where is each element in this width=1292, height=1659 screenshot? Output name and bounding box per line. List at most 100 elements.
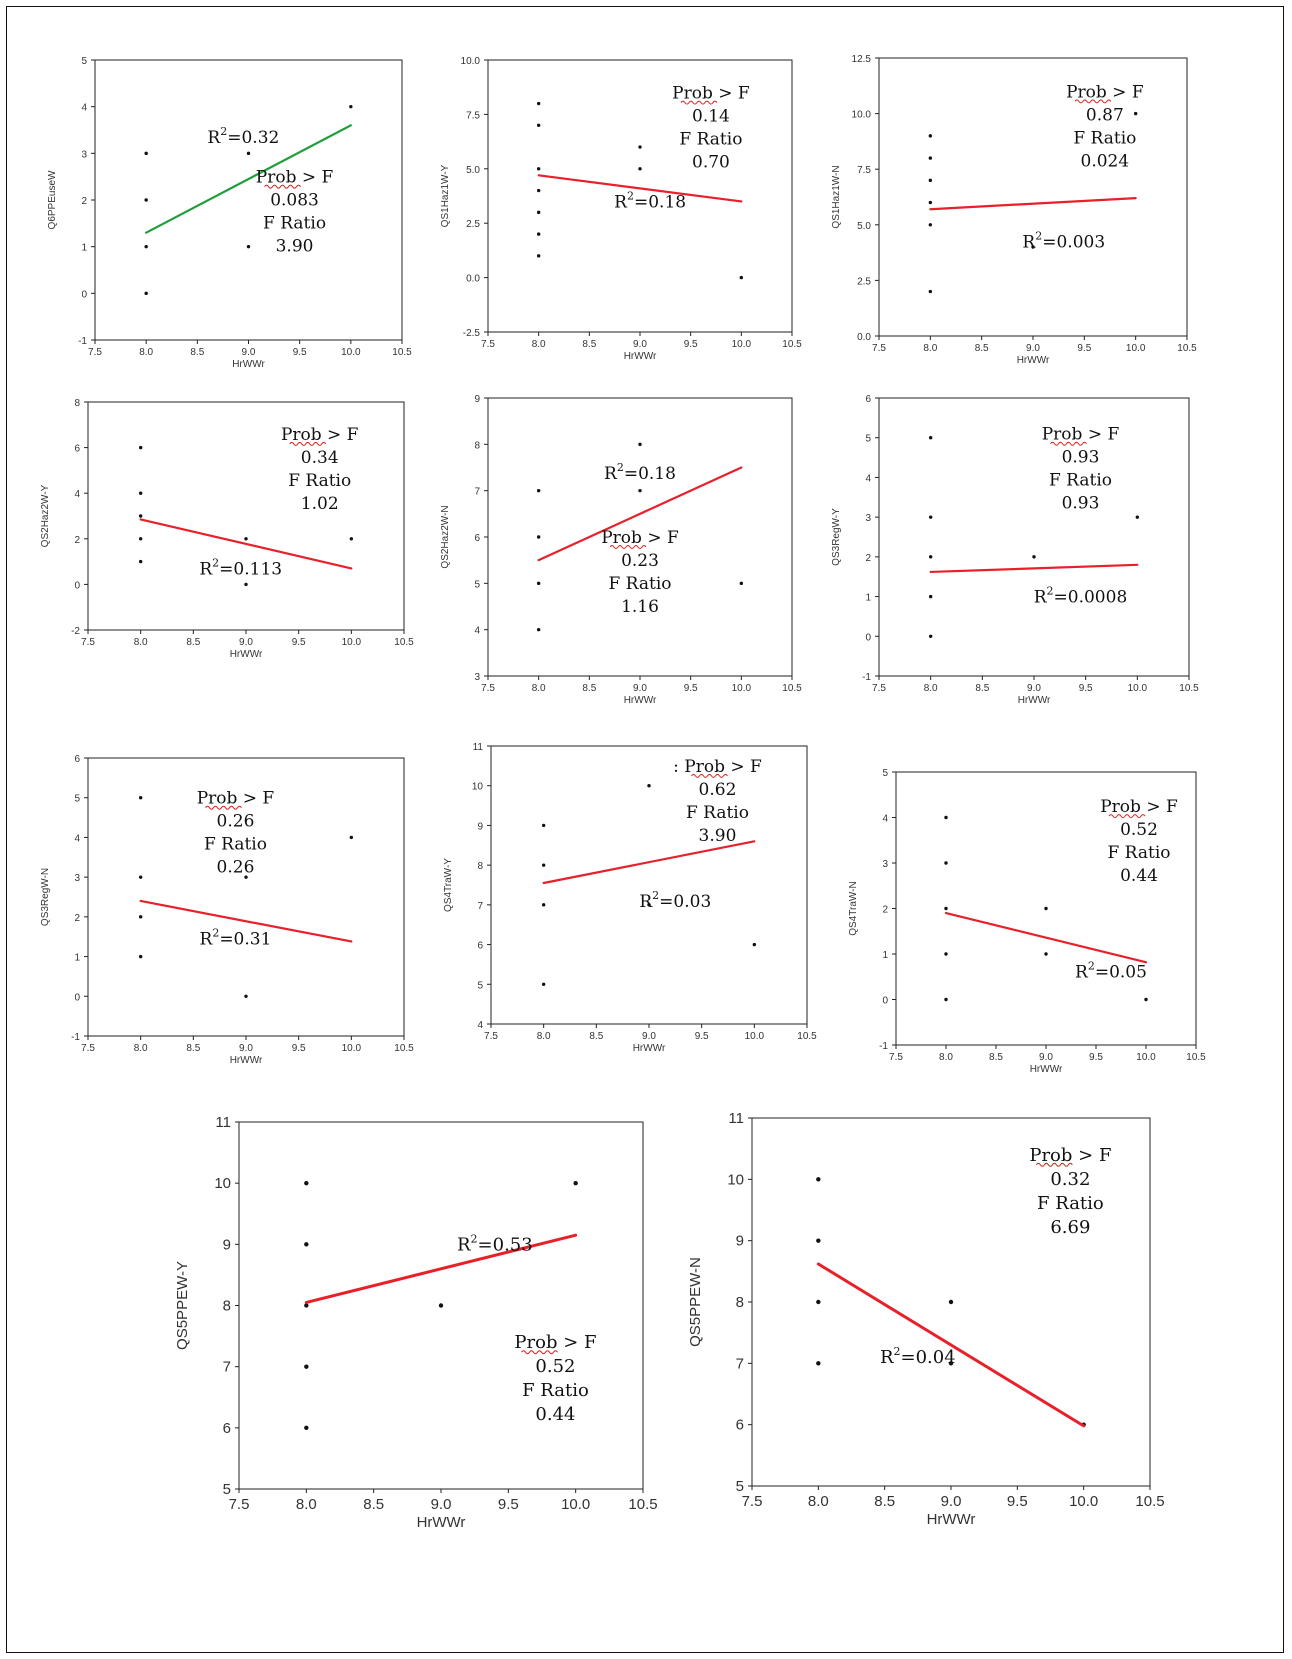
data-point	[1144, 997, 1148, 1002]
r-squared-label: R2=0.53	[457, 1232, 533, 1255]
x-tick-label: 9.0	[642, 1031, 656, 1042]
y-tick-label: 5	[74, 794, 80, 805]
data-point	[541, 823, 546, 828]
prob-f-label: Prob > F	[1066, 82, 1144, 102]
x-tick-label: 7.5	[81, 1043, 95, 1054]
y-tick-label: 2	[81, 196, 87, 207]
x-tick-label: 10.0	[1126, 343, 1146, 354]
data-point	[928, 594, 933, 599]
f-ratio-value: 0.26	[217, 858, 255, 878]
data-point	[244, 537, 248, 541]
x-tick-label: 8.5	[190, 347, 204, 358]
y-tick-label: 8	[477, 861, 483, 872]
r-squared-exponent: 2	[212, 927, 219, 940]
data-point	[928, 515, 933, 519]
data-point	[541, 982, 546, 986]
y-axis-label: QS5PPEW-Y	[174, 1261, 191, 1350]
prob-f-label: Prob > F	[514, 1332, 596, 1353]
scatter-chart-2: 7.5 8.0 8.5 9.0 9.5 10.0 10.5 -2.5 0.0 2.5 5.0 7.5 1…	[440, 56, 802, 362]
y-axis-label: QS4TraW-N	[848, 881, 859, 935]
x-tick-label: 9.5	[684, 683, 698, 694]
y-tick-label: 5	[474, 579, 480, 590]
f-ratio-label: F Ratio	[686, 803, 749, 823]
r-squared-label: R2=0.04	[880, 1345, 956, 1368]
y-tick-label: 7	[474, 487, 480, 498]
r-squared-exponent: 2	[627, 189, 634, 202]
data-point	[638, 488, 642, 493]
data-point	[536, 101, 541, 106]
r-squared-exponent: 2	[1047, 585, 1054, 598]
prob-f-value: 0.083	[270, 191, 319, 211]
data-point	[536, 535, 541, 539]
y-tick-label: 3	[882, 859, 888, 870]
prob-f-value: 0.52	[1120, 820, 1158, 840]
data-point	[928, 200, 933, 205]
prob-f-text: Prob > F	[672, 84, 750, 104]
y-tick-label: 11	[728, 1110, 744, 1127]
figure-frame	[6, 6, 1284, 1653]
data-point	[1031, 245, 1035, 249]
x-tick-label: 10.0	[732, 683, 752, 694]
y-tick-label: 4	[81, 103, 87, 114]
y-tick-label: 3	[865, 513, 871, 524]
data-point	[138, 445, 143, 450]
r-squared-exponent: 2	[1035, 229, 1042, 242]
data-point	[816, 1299, 821, 1305]
spellcheck-underline	[1050, 441, 1087, 446]
data-point	[573, 1180, 578, 1186]
fit-line	[537, 174, 743, 203]
spellcheck-underline	[1074, 99, 1112, 104]
y-tick-label: 5	[865, 434, 871, 445]
scatter-chart-9: 7.5 8.0 8.5 9.0 9.5 10.0 10.5 -1 0 1 2 3 4 5 HrWWr QS4T…	[848, 768, 1206, 1075]
data-point	[349, 835, 354, 840]
r-squared-symbol: R	[199, 559, 213, 579]
data-point	[244, 582, 248, 587]
prob-f-label: Prob > F	[1042, 425, 1120, 445]
x-tick-label: 8.5	[989, 1052, 1003, 1063]
data-point	[144, 198, 148, 202]
y-tick-label: 2	[74, 535, 80, 546]
y-tick-label: 4	[74, 489, 80, 500]
data-point	[244, 994, 248, 998]
spellcheck-underline	[680, 100, 718, 105]
r-squared-exponent: 2	[471, 1232, 478, 1245]
f-ratio-label: F Ratio	[1037, 1193, 1104, 1214]
plot-area	[878, 397, 1190, 677]
x-tick-label: 10.0	[342, 1043, 362, 1054]
spellcheck-underline	[609, 545, 647, 549]
x-tick-label: 10.5	[1177, 343, 1197, 354]
x-tick-label: 7.5	[484, 1031, 498, 1042]
x-tick-label: 10.5	[628, 1496, 657, 1513]
f-ratio-label: F Ratio	[608, 574, 671, 594]
y-tick-label: -2.5	[463, 328, 481, 339]
data-point	[928, 289, 933, 294]
data-point	[1032, 555, 1036, 559]
y-tick-label: 9	[736, 1233, 744, 1250]
spellcheck-underline	[289, 441, 327, 446]
y-tick-label: 6	[223, 1420, 231, 1437]
data-point	[438, 1303, 444, 1308]
data-point	[536, 254, 541, 258]
x-tick-label: 8.5	[363, 1496, 384, 1513]
x-axis-label: HrWWr	[624, 351, 657, 362]
data-point	[928, 634, 933, 638]
r-squared-exponent: 2	[220, 125, 227, 138]
x-tick-label: 8.5	[975, 683, 989, 694]
spellcheck-underline	[1108, 814, 1146, 819]
r-squared-symbol: R	[639, 892, 653, 912]
y-tick-label: 8	[736, 1294, 744, 1311]
x-tick-label: 10.5	[394, 637, 414, 648]
data-point	[138, 491, 143, 495]
y-axis-label: QS4TraW-Y	[443, 858, 454, 912]
data-point	[304, 1180, 309, 1186]
y-tick-label: 0.0	[857, 332, 871, 343]
f-ratio-value: 0.70	[692, 153, 730, 173]
data-point	[948, 1299, 954, 1305]
x-axis-label: HrWWr	[1018, 695, 1051, 706]
x-tick-label: 9.0	[1026, 343, 1040, 354]
spellcheck-underline	[205, 805, 242, 810]
x-axis-label: HrWWr	[230, 649, 263, 660]
x-tick-label: 10.0	[341, 347, 361, 358]
data-point	[928, 134, 933, 138]
y-tick-label: 5.0	[857, 221, 871, 232]
